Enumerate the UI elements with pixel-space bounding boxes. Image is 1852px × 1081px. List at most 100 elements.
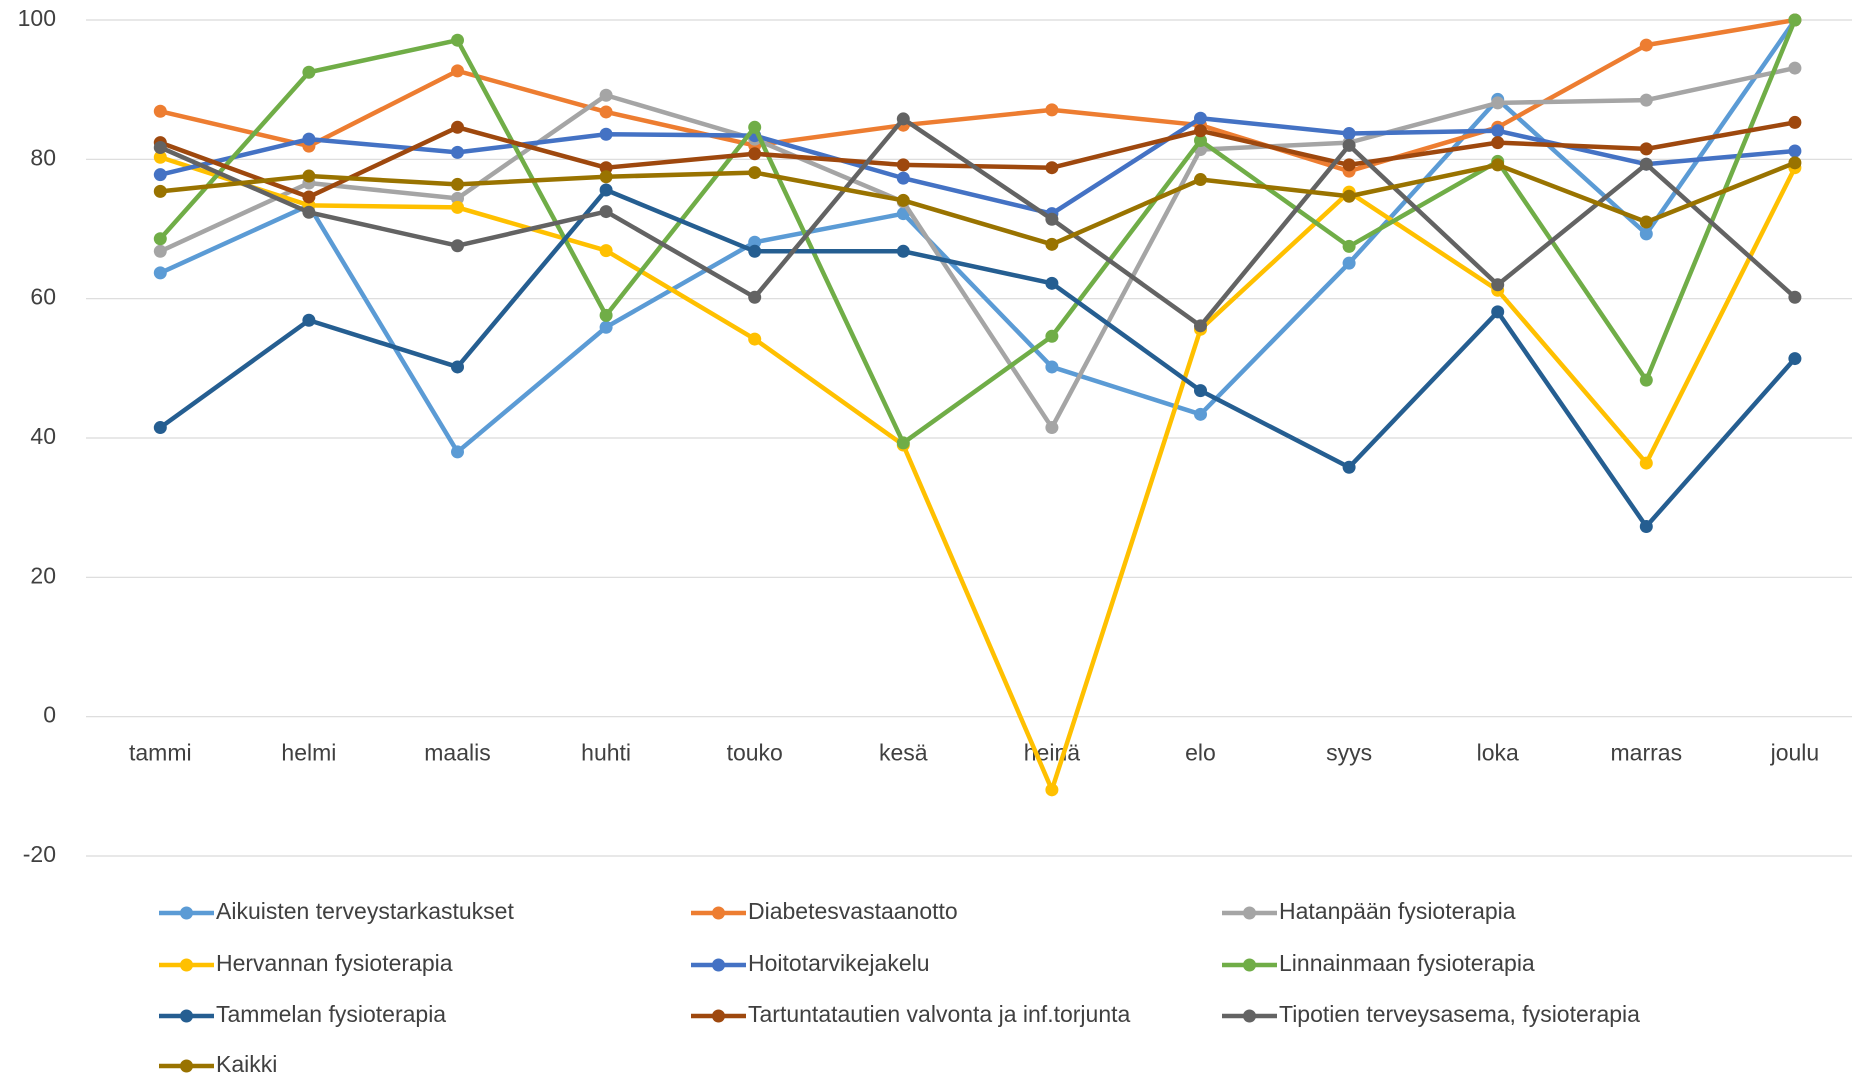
data-point bbox=[1639, 142, 1653, 156]
data-point bbox=[1788, 61, 1802, 75]
legend-marker bbox=[1243, 958, 1256, 972]
data-point bbox=[1491, 96, 1505, 110]
data-point bbox=[451, 191, 464, 205]
x-tick-label: joulu bbox=[1770, 740, 1820, 766]
data-point bbox=[1788, 13, 1802, 27]
legend-label: Linnainmaan fysioterapia bbox=[1279, 950, 1535, 976]
data-point bbox=[1045, 103, 1059, 117]
data-point bbox=[748, 290, 762, 304]
data-point bbox=[599, 105, 613, 119]
legend-marker bbox=[180, 1059, 193, 1073]
y-tick-label: 100 bbox=[18, 5, 56, 31]
data-point bbox=[748, 147, 762, 161]
data-point bbox=[1045, 161, 1059, 175]
data-point bbox=[153, 232, 167, 246]
x-tick-label: touko bbox=[727, 740, 783, 766]
data-point bbox=[302, 132, 316, 146]
legend-marker bbox=[1243, 906, 1256, 920]
data-point bbox=[896, 244, 910, 258]
y-tick-label: 60 bbox=[30, 284, 56, 310]
data-point bbox=[451, 445, 464, 459]
legend-label: Tammelan fysioterapia bbox=[216, 1001, 446, 1027]
x-tick-label: maalis bbox=[424, 740, 490, 766]
data-point bbox=[748, 120, 762, 134]
data-point bbox=[1639, 157, 1653, 171]
data-point bbox=[302, 190, 316, 204]
data-point bbox=[1045, 237, 1059, 251]
data-point bbox=[451, 33, 464, 47]
data-point bbox=[896, 193, 910, 207]
data-point bbox=[599, 88, 613, 102]
y-tick-label: 0 bbox=[43, 702, 56, 728]
data-point bbox=[451, 64, 464, 78]
data-point bbox=[1045, 212, 1059, 226]
data-point bbox=[1194, 407, 1207, 421]
data-point bbox=[896, 171, 910, 185]
data-point bbox=[451, 200, 464, 214]
series-line bbox=[159, 115, 1796, 216]
data-point bbox=[153, 168, 167, 182]
data-point bbox=[153, 104, 167, 118]
legend-label: Aikuisten terveystarkastukset bbox=[216, 898, 514, 924]
data-point bbox=[1342, 138, 1356, 152]
y-tick-label: -20 bbox=[23, 841, 56, 867]
legend-marker bbox=[180, 906, 193, 920]
data-point bbox=[1194, 124, 1207, 138]
data-point bbox=[599, 170, 613, 184]
series-line bbox=[158, 187, 1797, 529]
data-point bbox=[1639, 519, 1653, 533]
legend-label: Hatanpään fysioterapia bbox=[1279, 898, 1516, 924]
data-point bbox=[451, 145, 464, 159]
data-point bbox=[1491, 305, 1505, 319]
data-point bbox=[1342, 239, 1356, 253]
data-point bbox=[1639, 93, 1653, 107]
data-point bbox=[153, 421, 167, 435]
data-point bbox=[1491, 278, 1505, 292]
data-point bbox=[1342, 189, 1356, 203]
legend-marker bbox=[712, 1009, 725, 1023]
data-point bbox=[1639, 373, 1653, 387]
legend-label: Tipotien terveysasema, fysioterapia bbox=[1279, 1001, 1640, 1027]
data-point bbox=[1491, 124, 1505, 138]
x-tick-label: helmi bbox=[281, 740, 336, 766]
data-point bbox=[153, 244, 167, 258]
data-point bbox=[1194, 173, 1207, 187]
data-point bbox=[153, 184, 167, 198]
y-tick-label: 20 bbox=[30, 562, 56, 588]
data-point bbox=[599, 244, 613, 258]
data-point bbox=[1788, 290, 1802, 304]
x-tick-label: tammi bbox=[129, 740, 192, 766]
data-point bbox=[599, 205, 613, 219]
data-point bbox=[302, 205, 316, 219]
legend-label: Diabetesvastaanotto bbox=[748, 898, 958, 924]
data-point bbox=[599, 320, 613, 334]
data-point bbox=[1788, 144, 1802, 158]
data-point bbox=[1045, 421, 1059, 435]
data-point bbox=[1639, 215, 1653, 229]
legend-marker bbox=[180, 958, 193, 972]
data-point bbox=[1194, 384, 1207, 398]
data-point bbox=[1045, 276, 1059, 290]
series-line bbox=[159, 18, 1797, 455]
data-point bbox=[1788, 352, 1802, 366]
data-point bbox=[451, 360, 464, 374]
data-point bbox=[153, 266, 167, 280]
data-point bbox=[451, 120, 464, 134]
data-point bbox=[748, 244, 762, 258]
legend-marker bbox=[180, 1009, 193, 1023]
series-line bbox=[158, 19, 1797, 446]
legend-marker bbox=[712, 958, 725, 972]
x-tick-label: huhti bbox=[581, 740, 631, 766]
data-point bbox=[599, 308, 613, 322]
data-point bbox=[896, 112, 910, 126]
data-point bbox=[599, 183, 613, 197]
series-line bbox=[159, 120, 1796, 200]
x-tick-label: syys bbox=[1326, 740, 1372, 766]
data-point bbox=[1639, 456, 1653, 470]
legend-label: Kaikki bbox=[216, 1051, 277, 1077]
data-point bbox=[1194, 111, 1207, 125]
legend-label: Hervannan fysioterapia bbox=[216, 950, 453, 976]
data-point bbox=[1639, 38, 1653, 52]
legend-marker bbox=[712, 906, 725, 920]
